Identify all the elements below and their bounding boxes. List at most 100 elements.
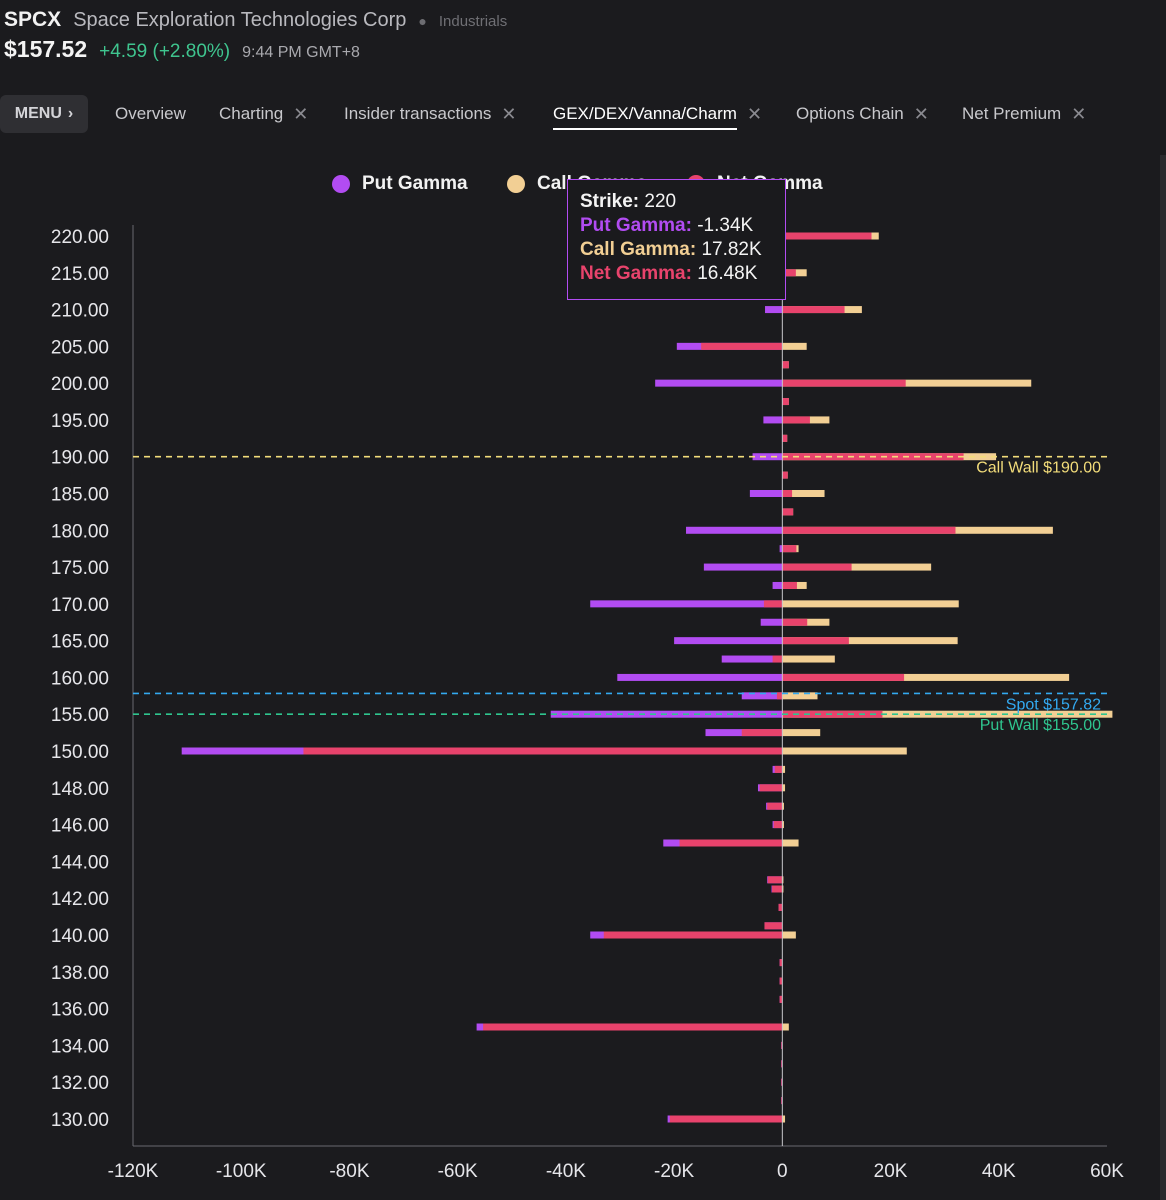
close-icon[interactable]: ✕: [1071, 103, 1087, 124]
put-gamma-bar[interactable]: [760, 618, 783, 626]
bar-group-132[interactable]: [781, 1078, 783, 1086]
bar-group-197.5[interactable]: [782, 398, 789, 406]
net-gamma-bar[interactable]: [741, 729, 783, 737]
tab-overview[interactable]: Overview: [115, 95, 186, 133]
net-gamma-bar[interactable]: [782, 563, 852, 571]
bar-group-135[interactable]: [476, 1023, 789, 1031]
tab-charting[interactable]: Charting ✕: [219, 95, 308, 133]
bar-group-147[interactable]: [766, 802, 784, 810]
tab-options-chain[interactable]: Options Chain ✕: [796, 95, 929, 133]
bar-group-202.5[interactable]: [782, 361, 789, 369]
put-gamma-bar[interactable]: [655, 379, 783, 387]
bar-group-150[interactable]: [181, 747, 907, 755]
net-gamma-bar[interactable]: [776, 692, 783, 700]
bar-group-195[interactable]: [763, 416, 830, 424]
legend-item-put-gamma[interactable]: Put Gamma: [332, 173, 468, 195]
bar-group-141.5[interactable]: [778, 903, 783, 911]
net-gamma-bar[interactable]: [781, 1041, 783, 1049]
net-gamma-bar[interactable]: [782, 637, 849, 645]
bar-group-136.5[interactable]: [779, 995, 783, 1003]
bar-group-131[interactable]: [781, 1097, 783, 1105]
bar-group-167.5[interactable]: [760, 618, 830, 626]
net-gamma-bar[interactable]: [782, 545, 797, 553]
net-gamma-bar[interactable]: [603, 931, 783, 939]
bar-group-180[interactable]: [686, 526, 1053, 534]
bar-group-205[interactable]: [676, 342, 807, 350]
tab-net-premium[interactable]: Net Premium ✕: [962, 95, 1086, 133]
bar-group-143[interactable]: [767, 876, 784, 884]
net-gamma-bar[interactable]: [782, 490, 793, 497]
net-gamma-bar[interactable]: [772, 655, 783, 663]
call-gamma-bar[interactable]: [782, 673, 1070, 681]
net-gamma-bar[interactable]: [779, 959, 783, 967]
call-gamma-bar[interactable]: [782, 784, 786, 792]
net-gamma-bar[interactable]: [701, 342, 783, 350]
net-gamma-bar[interactable]: [782, 618, 808, 626]
bar-group-142.5[interactable]: [771, 885, 784, 893]
bar-group-200[interactable]: [655, 379, 1032, 387]
bar-group-172.5[interactable]: [772, 581, 807, 589]
bar-group-133[interactable]: [781, 1060, 783, 1068]
bar-group-130[interactable]: [667, 1115, 786, 1123]
net-gamma-bar[interactable]: [782, 508, 794, 516]
net-gamma-bar[interactable]: [772, 885, 783, 893]
bar-group-162.5[interactable]: [721, 655, 835, 663]
bar-group-192.5[interactable]: [782, 434, 788, 442]
net-gamma-bar[interactable]: [782, 673, 905, 681]
net-gamma-bar[interactable]: [782, 526, 956, 534]
net-gamma-bar[interactable]: [782, 232, 872, 240]
bar-group-146[interactable]: [772, 821, 784, 829]
net-gamma-bar[interactable]: [782, 361, 789, 369]
net-gamma-bar[interactable]: [767, 876, 783, 884]
bar-group-157.5[interactable]: [741, 692, 818, 700]
bar-group-149[interactable]: [772, 765, 786, 773]
net-gamma-bar[interactable]: [778, 903, 783, 911]
call-gamma-bar[interactable]: [782, 490, 825, 497]
call-gamma-bar[interactable]: [782, 821, 784, 829]
tab-insider-transactions[interactable]: Insider transactions ✕: [344, 95, 517, 133]
put-gamma-bar[interactable]: [741, 692, 783, 700]
bar-group-220[interactable]: [775, 232, 879, 240]
net-gamma-bar[interactable]: [782, 269, 796, 277]
net-gamma-bar[interactable]: [781, 1097, 783, 1105]
bar-group-140.5[interactable]: [764, 922, 783, 930]
net-gamma-bar[interactable]: [303, 747, 783, 755]
bar-group-175[interactable]: [703, 563, 932, 571]
put-gamma-bar[interactable]: [749, 490, 783, 497]
bar-group-145[interactable]: [663, 839, 799, 847]
call-gamma-bar[interactable]: [782, 655, 835, 663]
put-gamma-bar[interactable]: [765, 306, 783, 314]
call-gamma-bar[interactable]: [782, 747, 907, 755]
bar-group-187.5[interactable]: [782, 471, 788, 479]
call-gamma-bar[interactable]: [782, 1023, 789, 1031]
bar-group-152.5[interactable]: [705, 729, 821, 737]
bar-group-185[interactable]: [749, 490, 825, 497]
scrollbar-track[interactable]: [1160, 155, 1166, 1200]
bar-group-177.5[interactable]: [779, 545, 799, 553]
bar-group-160[interactable]: [617, 673, 1070, 681]
bar-group-148[interactable]: [757, 784, 786, 792]
put-gamma-bar[interactable]: [779, 545, 783, 553]
put-gamma-bar[interactable]: [674, 637, 783, 645]
net-gamma-bar[interactable]: [782, 379, 906, 387]
put-gamma-bar[interactable]: [763, 416, 783, 424]
call-gamma-bar[interactable]: [782, 931, 796, 939]
menu-button[interactable]: MENU ›: [0, 95, 88, 133]
call-gamma-bar[interactable]: [782, 637, 958, 645]
net-gamma-bar[interactable]: [679, 839, 783, 847]
bar-group-138.5[interactable]: [779, 959, 783, 967]
net-gamma-bar[interactable]: [779, 995, 783, 1003]
net-gamma-bar[interactable]: [782, 306, 845, 314]
put-gamma-bar[interactable]: [752, 453, 783, 461]
tab-gex-dex-vanna-charm[interactable]: GEX/DEX/Vanna/Charm ✕: [553, 95, 762, 133]
close-icon[interactable]: ✕: [746, 103, 763, 124]
net-gamma-bar[interactable]: [763, 600, 783, 608]
call-gamma-bar[interactable]: [782, 1115, 786, 1123]
net-gamma-bar[interactable]: [782, 710, 883, 718]
put-gamma-bar[interactable]: [772, 581, 783, 589]
put-gamma-bar[interactable]: [590, 600, 783, 608]
net-gamma-bar[interactable]: [782, 398, 789, 406]
call-gamma-bar[interactable]: [782, 563, 932, 571]
call-gamma-bar[interactable]: [782, 802, 784, 810]
close-icon[interactable]: ✕: [501, 103, 517, 124]
